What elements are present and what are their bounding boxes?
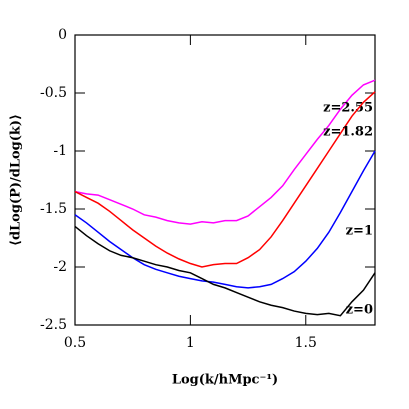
y-tick-label: -1.5 bbox=[40, 201, 67, 217]
x-tick-label: 0.5 bbox=[64, 335, 86, 351]
series-label: z=1.82 bbox=[323, 124, 373, 139]
x-axis-label: Log(k/hMpc⁻¹) bbox=[172, 373, 278, 388]
y-tick-label: -0.5 bbox=[40, 85, 67, 101]
series-line bbox=[74, 225, 376, 317]
plot-frame bbox=[74, 34, 376, 326]
series-line bbox=[74, 150, 376, 289]
series-label: z=1 bbox=[346, 224, 373, 239]
x-tick-label: 1 bbox=[186, 335, 195, 351]
y-tick-label: -2 bbox=[53, 259, 67, 275]
series-label: z=2.55 bbox=[323, 101, 373, 116]
series-label: z=0 bbox=[346, 302, 373, 317]
x-tick-label: 1.5 bbox=[295, 335, 317, 351]
y-axis-label: ⟨dLog(P)/dLog(k)⟩ bbox=[9, 114, 24, 246]
series-line bbox=[74, 79, 376, 225]
y-tick-label: -1 bbox=[53, 143, 67, 159]
y-tick-label: -2.5 bbox=[40, 317, 67, 333]
series-line bbox=[74, 91, 376, 268]
y-tick-label: 0 bbox=[58, 27, 67, 43]
